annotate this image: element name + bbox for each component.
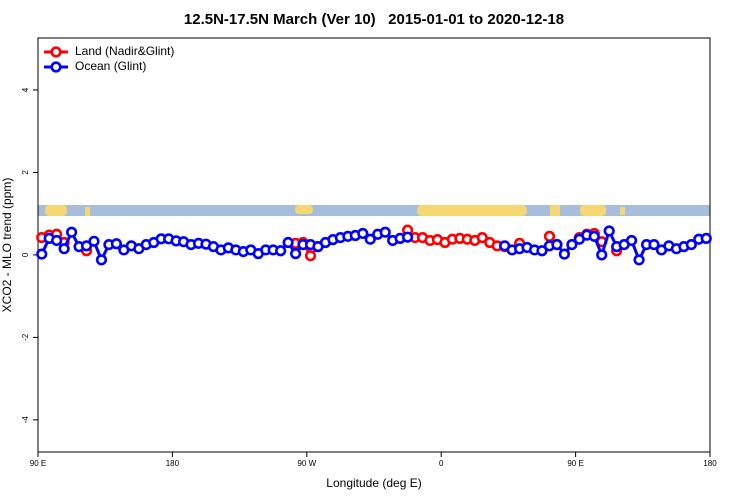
land-blob <box>550 205 560 216</box>
y-tick-label: 0 <box>21 252 30 257</box>
data-point <box>88 235 100 247</box>
x-tick-label: 180 <box>703 459 717 468</box>
data-point <box>551 238 563 251</box>
data-point <box>603 225 615 237</box>
land-blob <box>417 205 527 216</box>
data-point <box>290 248 302 260</box>
plot-frame <box>37 37 711 453</box>
data-point <box>304 250 317 262</box>
data-point <box>379 226 391 238</box>
data-point <box>364 233 376 245</box>
data-point <box>625 234 638 247</box>
data-point <box>700 232 712 245</box>
data-point <box>588 230 600 242</box>
y-axis-label: XCO2 - MLO trend (ppm) <box>0 178 14 313</box>
data-point <box>543 230 556 242</box>
data-point <box>685 238 697 251</box>
data-point <box>58 243 70 255</box>
x-tick-label: 180 <box>166 459 180 468</box>
land-blob <box>295 205 313 214</box>
map-strip <box>38 205 710 216</box>
land-blob <box>620 207 625 215</box>
y-tick-label: -2 <box>21 333 30 341</box>
legend-label: Land (Nadir&Glint) <box>75 44 174 58</box>
x-axis-label: Longitude (deg E) <box>326 476 421 490</box>
data-point <box>596 249 608 261</box>
legend-label: Ocean (Glint) <box>75 59 146 73</box>
data-point <box>282 236 294 249</box>
data-point <box>558 248 571 260</box>
data-point <box>648 238 660 251</box>
data-point <box>633 254 645 266</box>
data-point <box>402 231 414 243</box>
legend-marker <box>50 61 62 73</box>
ocean-strip <box>38 205 710 216</box>
data-point <box>275 245 287 257</box>
data-point <box>51 234 63 247</box>
land-blob <box>580 205 606 216</box>
legend-marker <box>50 46 62 58</box>
data-point <box>110 238 122 250</box>
chart-title: 12.5N-17.5N March (Ver 10) 2015-01-01 to… <box>184 11 564 28</box>
data-point <box>65 226 78 238</box>
data-point <box>566 238 578 251</box>
data-point <box>95 254 108 266</box>
x-tick-label: 0 <box>439 459 444 468</box>
data-point <box>476 231 488 244</box>
data-point <box>536 245 548 257</box>
y-tick-label: -4 <box>21 416 30 424</box>
land-blob <box>45 205 67 216</box>
data-point <box>357 227 369 240</box>
y-tick-label: 2 <box>21 170 30 175</box>
land-blob <box>85 207 90 216</box>
x-tick-label: 90 E <box>30 459 46 468</box>
x-tick-label: 90 E <box>567 459 583 468</box>
data-point <box>36 248 48 260</box>
y-tick-label: 4 <box>21 87 30 92</box>
x-tick-label: 90 W <box>297 459 316 468</box>
